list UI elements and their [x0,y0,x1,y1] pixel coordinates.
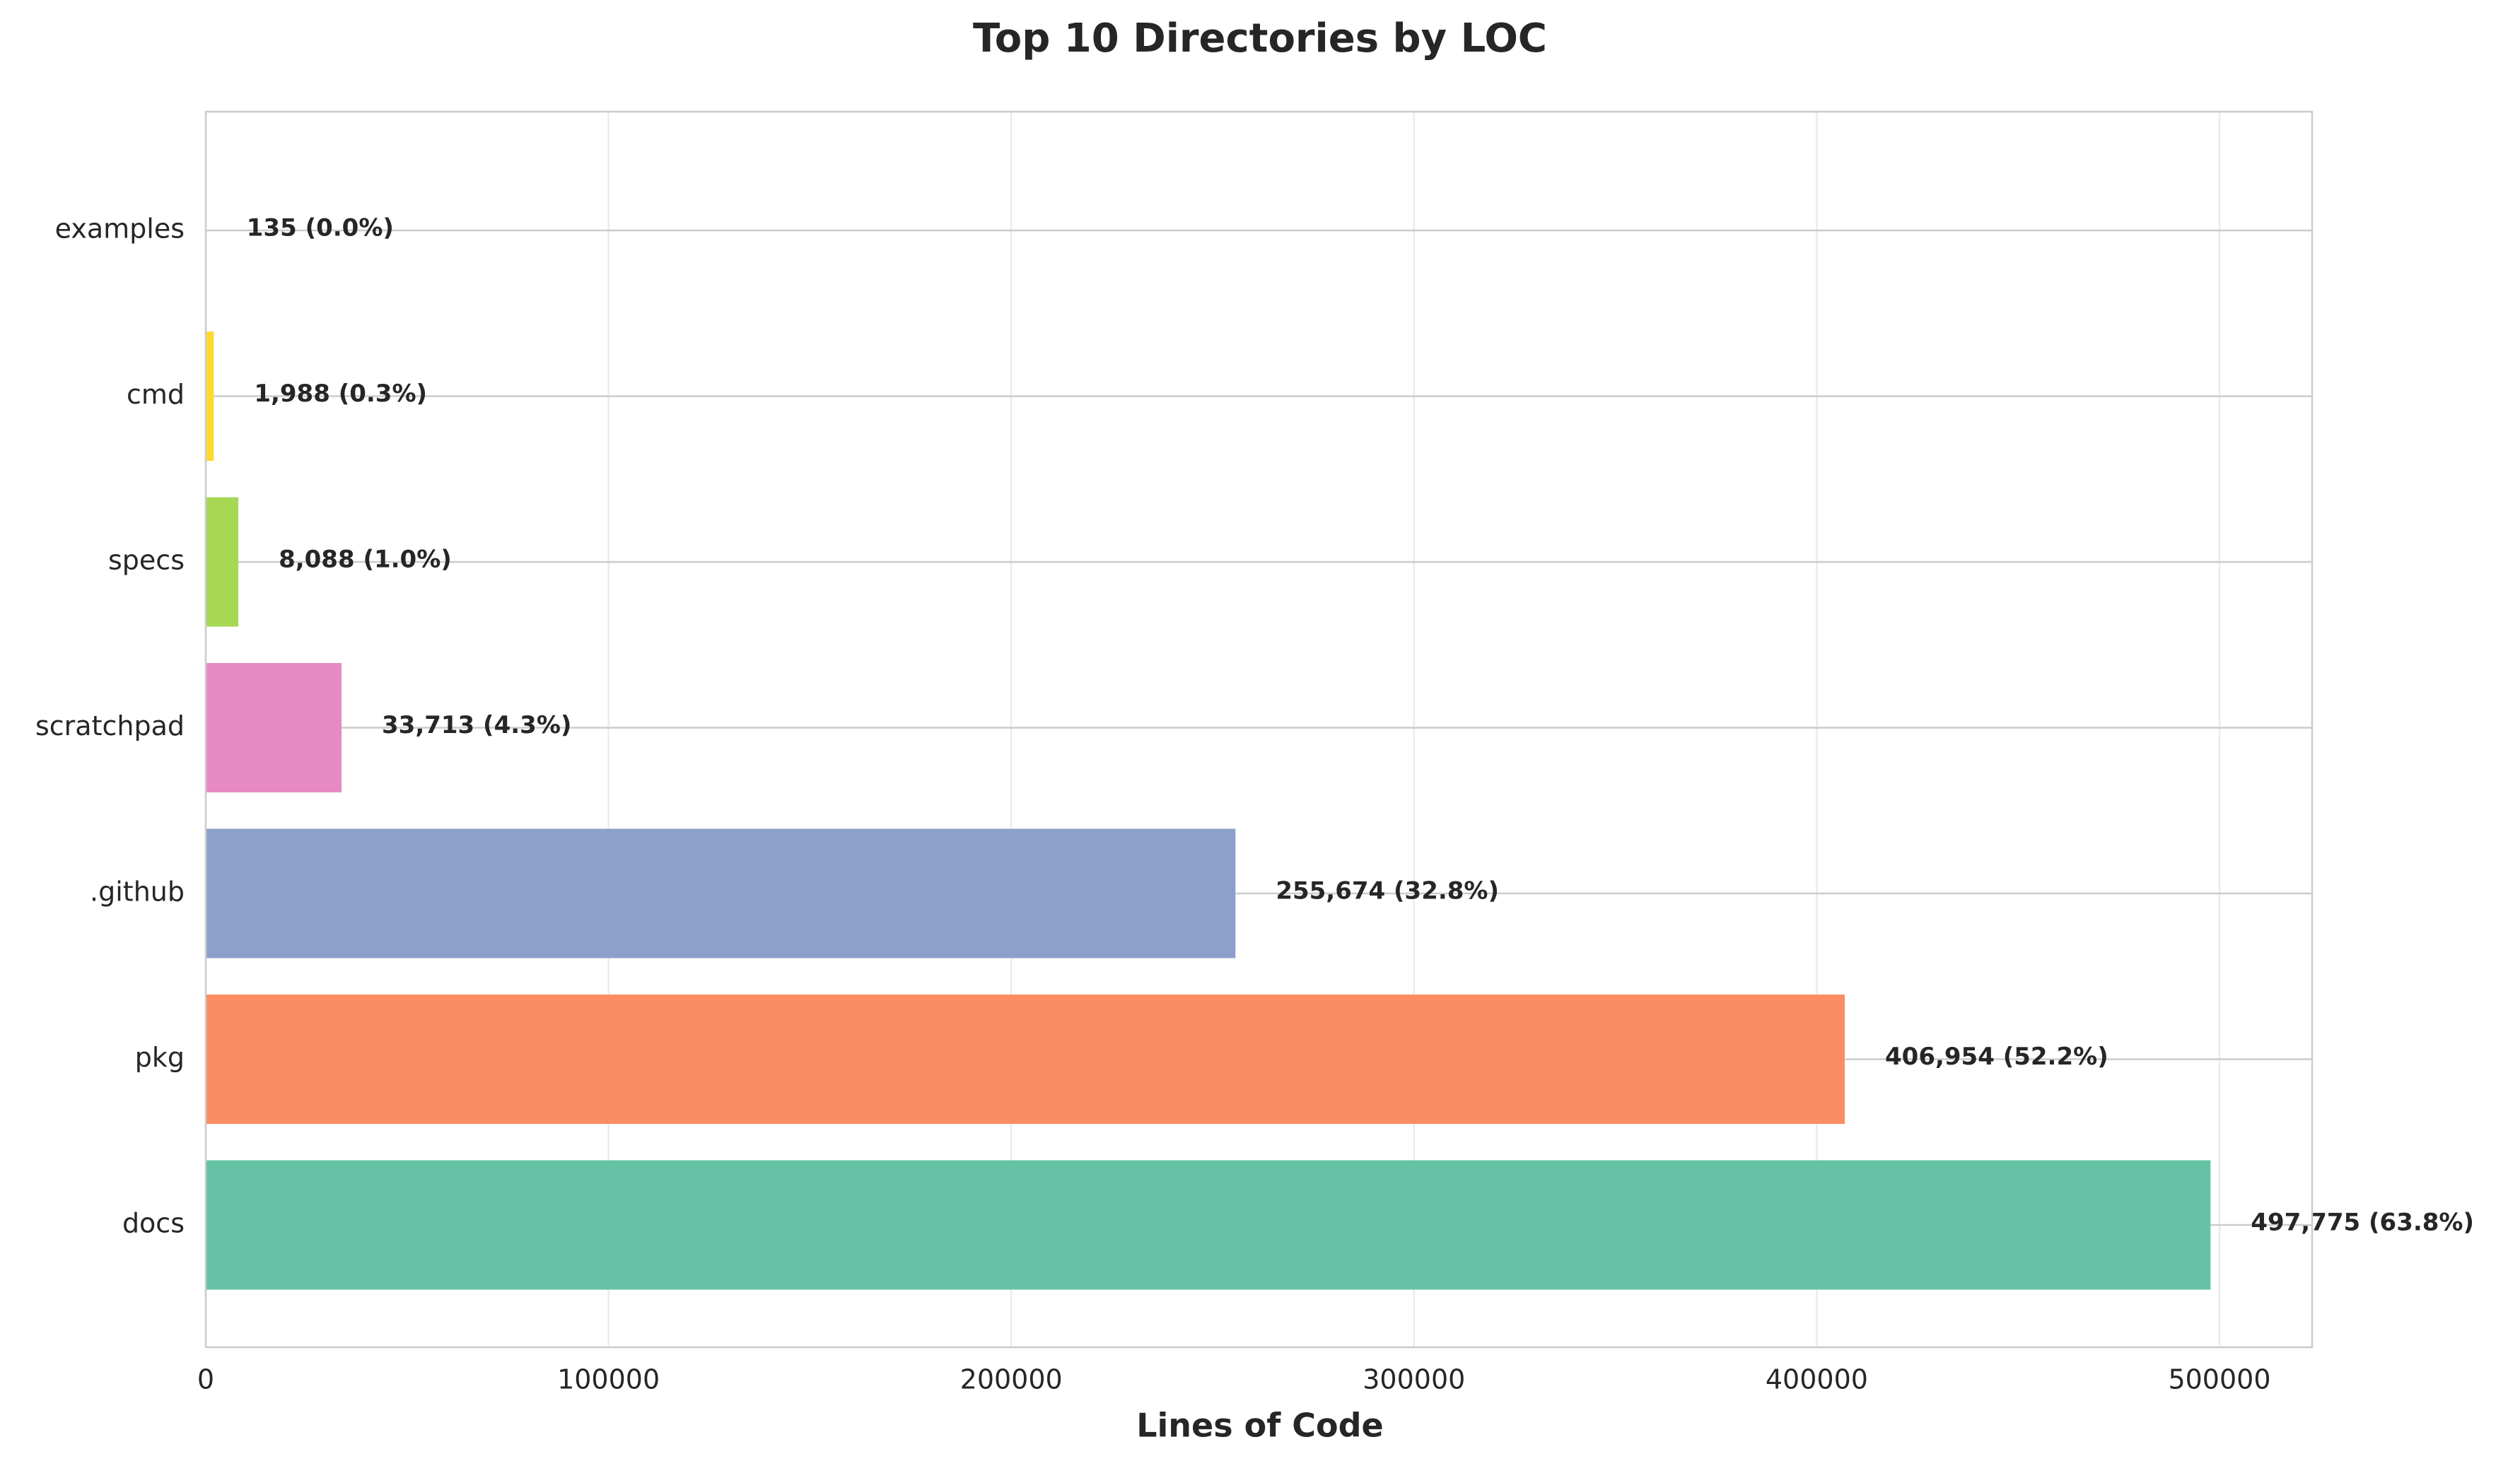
y-tick-label: specs [108,545,185,576]
bar-layer [206,165,2211,1290]
data-label: 8,088 (1.0%) [279,546,452,574]
y-tick-label: cmd [127,379,185,410]
bar-github [206,828,1236,958]
x-tick-label: 100000 [557,1364,660,1395]
x-tick-label: 200000 [960,1364,1063,1395]
y-tick-label: scratchpad [35,710,185,741]
y-tick-label: examples [55,213,185,245]
bar-cmd [206,332,214,461]
axis-layer: 0 100000 200000 300000 400000 500000 docs pkg .g… [35,110,2314,1395]
x-tick-label: 0 [197,1364,214,1395]
data-label: 497,775 (63.8%) [2251,1209,2474,1237]
chart-title: Top 10 Directories by LOC [973,16,1547,61]
bar-pkg [206,995,1845,1124]
data-label: 1,988 (0.3%) [254,380,427,408]
bar-docs [206,1160,2211,1290]
y-tick-label: .github [90,876,185,908]
y-tick-label: docs [122,1208,185,1239]
data-label: 33,713 (4.3%) [382,711,571,739]
data-label-layer: 497,775 (63.8%) 406,954 (52.2%) 255,674 (3… [247,214,2474,1237]
x-tick-label: 500000 [2168,1364,2270,1395]
x-axis-label: Lines of Code [1136,1407,1384,1445]
data-label: 406,954 (52.2%) [1885,1043,2108,1071]
plot-frame [204,110,2314,1349]
data-label: 135 (0.0%) [247,214,394,242]
x-tick-label: 400000 [1766,1364,1868,1395]
data-label: 255,674 (32.8%) [1276,877,1499,905]
x-tick-label: 300000 [1363,1364,1465,1395]
y-tick-label: pkg [135,1042,185,1073]
bar-specs [206,497,239,627]
bar-scratchpad [206,663,342,792]
